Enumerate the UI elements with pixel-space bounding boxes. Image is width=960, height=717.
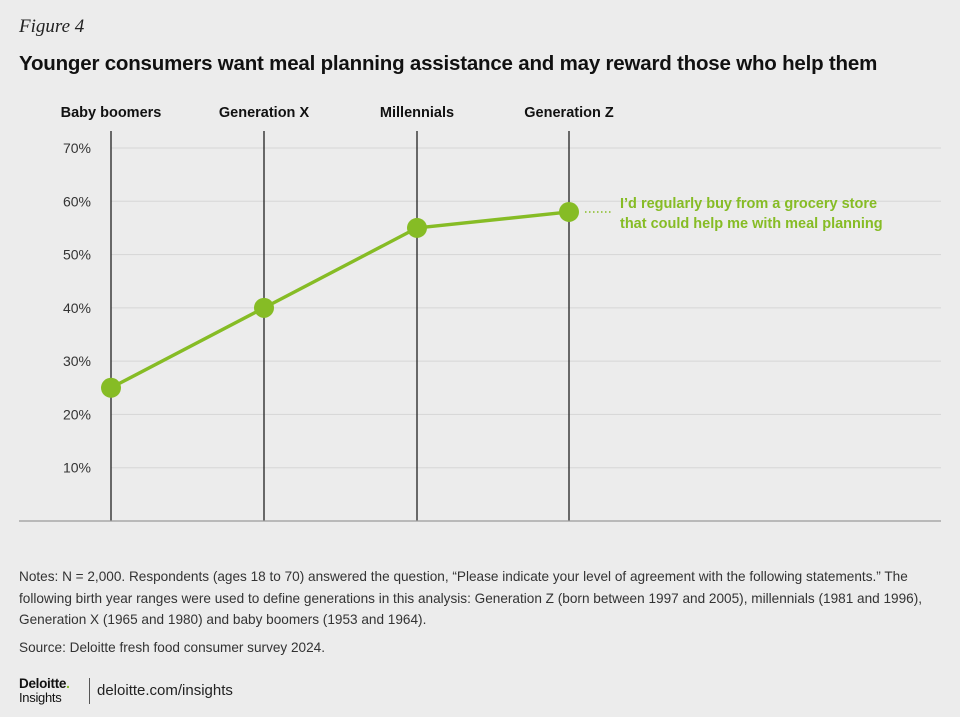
logo-word: Deloitte bbox=[19, 676, 67, 691]
data-point-generation-z bbox=[559, 201, 579, 222]
category-axes: Baby boomers Generation X Millennials Gener… bbox=[61, 105, 614, 521]
category-label: Millennials bbox=[380, 105, 454, 121]
gridlines bbox=[111, 147, 941, 469]
series-label-group: I’d regularly buy from a grocery store th… bbox=[585, 196, 883, 232]
chart-title: Younger consumers want meal planning ass… bbox=[19, 52, 878, 75]
y-tick-label: 60% bbox=[63, 193, 91, 209]
y-tick-label: 10% bbox=[63, 460, 91, 476]
category-label: Baby boomers bbox=[61, 105, 162, 121]
series-label-line: I’d regularly buy from a grocery store bbox=[620, 196, 877, 212]
deloitte-insights-link[interactable]: deloitte.com/insights bbox=[97, 682, 233, 699]
y-tick-label: 40% bbox=[63, 300, 91, 316]
series-label-line: that could help me with meal planning bbox=[620, 216, 883, 232]
chart-source: Source: Deloitte fresh food consumer sur… bbox=[19, 640, 326, 655]
y-tick-label: 20% bbox=[63, 406, 91, 422]
series-line bbox=[110, 210, 570, 390]
footer-divider bbox=[89, 678, 90, 704]
logo-dot: . bbox=[66, 676, 70, 691]
data-point-baby-boomers bbox=[101, 377, 121, 398]
y-tick-label: 70% bbox=[63, 140, 91, 156]
line-chart: Baby boomers Generation X Millennials Gener… bbox=[19, 105, 941, 522]
data-point-generation-x bbox=[254, 297, 274, 318]
data-point-millennials bbox=[407, 217, 427, 238]
y-tick-label: 50% bbox=[63, 247, 91, 263]
chart-notes: Notes: N = 2,000. Respondents (ages 18 t… bbox=[19, 569, 923, 627]
category-label: Generation X bbox=[219, 105, 310, 121]
category-label: Generation Z bbox=[524, 105, 614, 121]
y-tick-label: 30% bbox=[63, 353, 91, 369]
insights-logo-text: Insights bbox=[19, 690, 62, 705]
series-layer bbox=[101, 201, 579, 398]
y-tick-labels: 10% 20% 30% 40% 50% 60% 70% bbox=[63, 140, 91, 476]
deloitte-logo: Deloitte. bbox=[19, 676, 70, 691]
figure-label: Figure 4 bbox=[19, 16, 85, 37]
